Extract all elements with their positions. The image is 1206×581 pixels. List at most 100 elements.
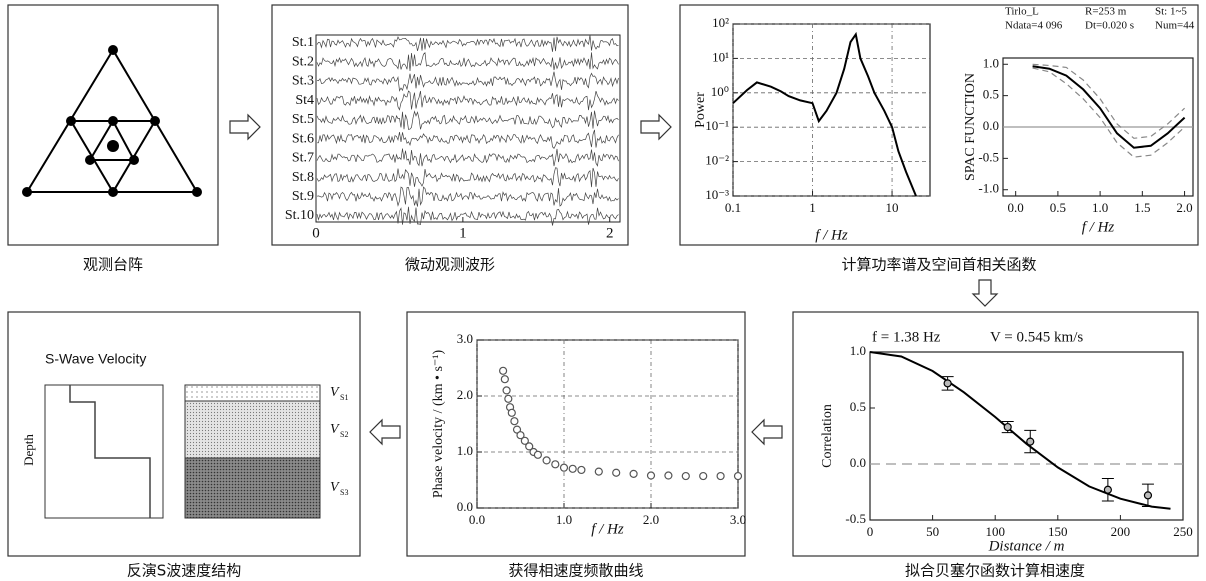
waveform-trace: [316, 167, 619, 188]
y-tick-label: 0.0: [850, 455, 866, 470]
layer: [184, 400, 321, 459]
spac-header: R=253 m: [1085, 6, 1127, 18]
waveform-trace: [316, 35, 619, 52]
station-label: St.9: [292, 189, 314, 204]
data-point: [943, 379, 952, 388]
x-tick-label: 50: [926, 524, 939, 539]
data-point: [551, 460, 560, 469]
y-axis-label: Phase velocity / (km • s⁻¹): [431, 350, 446, 499]
data-point: [542, 456, 551, 465]
arrow: [369, 418, 401, 446]
station-label: St.7: [292, 151, 314, 166]
x-tick-label: 100: [985, 524, 1005, 539]
data-point: [733, 471, 743, 481]
layer-subscript: S2: [340, 430, 348, 439]
y-tick-label: 0.5: [983, 87, 999, 102]
spac-header: Ndata=4 096: [1005, 20, 1063, 32]
data-line: [732, 31, 917, 197]
data-point: [510, 417, 519, 426]
profile-title: S-Wave Velocity: [45, 351, 146, 367]
arrow: [229, 113, 261, 141]
waveform-trace: [316, 206, 619, 226]
chart-title: V = 0.545 km/s: [990, 329, 1083, 345]
x-tick-label: 250: [1173, 524, 1193, 539]
data-point: [612, 468, 621, 477]
data-point: [1143, 491, 1153, 500]
y-axis-label: Depth: [21, 434, 36, 466]
x-axis-label: f / Hz: [815, 227, 848, 243]
station-label: St4: [295, 93, 314, 108]
y-tick-label: 10¹: [712, 49, 729, 64]
data-point: [559, 463, 569, 472]
y-tick-label: 10⁻²: [705, 153, 729, 168]
caption: 微动观测波形: [405, 256, 495, 274]
station-label: St.5: [292, 112, 314, 127]
profile-frame: [44, 384, 164, 519]
x-tick-label: 1: [809, 200, 816, 215]
y-tick-label: 1.0: [983, 55, 999, 70]
waveform-trace: [316, 148, 619, 167]
x-tick-label: 2: [606, 225, 614, 241]
layer-subscript: S1: [340, 393, 348, 402]
arrow: [640, 113, 672, 141]
x-tick-label: 0: [867, 524, 874, 539]
x-tick-label: 1.0: [1092, 200, 1108, 215]
y-tick-label: 0.0: [983, 118, 999, 133]
data-point: [577, 465, 586, 475]
spac-header: Dt=0.020 s: [1085, 20, 1134, 32]
station-label: St.10: [285, 208, 314, 223]
y-tick-label: -1.0: [978, 181, 999, 196]
y-tick-label: 10⁻³: [705, 187, 729, 202]
waveform-trace: [316, 110, 619, 130]
data-point: [516, 431, 525, 440]
x-tick-label: 2.0: [643, 512, 659, 527]
spac-header: Num=44: [1155, 20, 1195, 32]
x-tick-label: 0.1: [725, 200, 741, 215]
x-tick-label: 200: [1111, 524, 1131, 539]
y-tick-label: -0.5: [978, 149, 999, 164]
layer: [184, 457, 321, 519]
data-point: [525, 442, 534, 451]
spac-header: Tirlo_L: [1005, 6, 1039, 18]
caption: 获得相速度频散曲线: [508, 562, 643, 580]
data-point: [502, 386, 511, 395]
y-tick-label: 0.5: [850, 399, 866, 414]
y-tick-label: 2.0: [457, 387, 473, 402]
y-tick-label: 0.0: [457, 499, 473, 514]
x-tick-label: 0.0: [469, 512, 485, 527]
waveform-trace: [316, 90, 619, 111]
array-stations: [22, 45, 202, 197]
caption: 计算功率谱及空间首相关函数: [841, 256, 1036, 274]
station-label: St.8: [292, 170, 314, 185]
y-tick-label: 1.0: [850, 343, 866, 358]
data-line: [1032, 63, 1186, 139]
y-tick-label: 1.0: [457, 443, 473, 458]
layer-subscript: S3: [340, 488, 348, 497]
plot-frame: [315, 34, 621, 223]
data-point: [594, 467, 603, 476]
x-tick-label: 150: [1048, 524, 1068, 539]
data-point: [533, 450, 543, 459]
data-point: [1003, 422, 1012, 432]
data-point: [1103, 485, 1112, 494]
y-tick-label: 10⁻¹: [705, 118, 729, 133]
y-axis-label: SPAC FUNCTION: [963, 73, 978, 181]
waveform-trace: [316, 51, 619, 72]
data-point: [504, 394, 513, 403]
data-point: [499, 366, 508, 375]
x-tick-label: 2.0: [1176, 200, 1192, 215]
waveform-trace: [317, 129, 619, 150]
x-tick-label: 1.5: [1134, 200, 1150, 215]
x-tick-label: 3.0: [730, 512, 746, 527]
y-axis-label: Power: [693, 92, 708, 128]
data-line: [1032, 65, 1186, 149]
data-point: [681, 471, 690, 481]
station-label: St.3: [292, 74, 314, 89]
y-tick-label: 10²: [712, 15, 729, 30]
arrow: [751, 418, 783, 446]
layer-symbol: V: [330, 480, 340, 495]
data-line: [869, 351, 1171, 510]
x-axis-label: Distance / m: [988, 538, 1065, 554]
layer: [184, 384, 321, 402]
caption: 拟合贝塞尔函数计算相速度: [905, 562, 1085, 580]
